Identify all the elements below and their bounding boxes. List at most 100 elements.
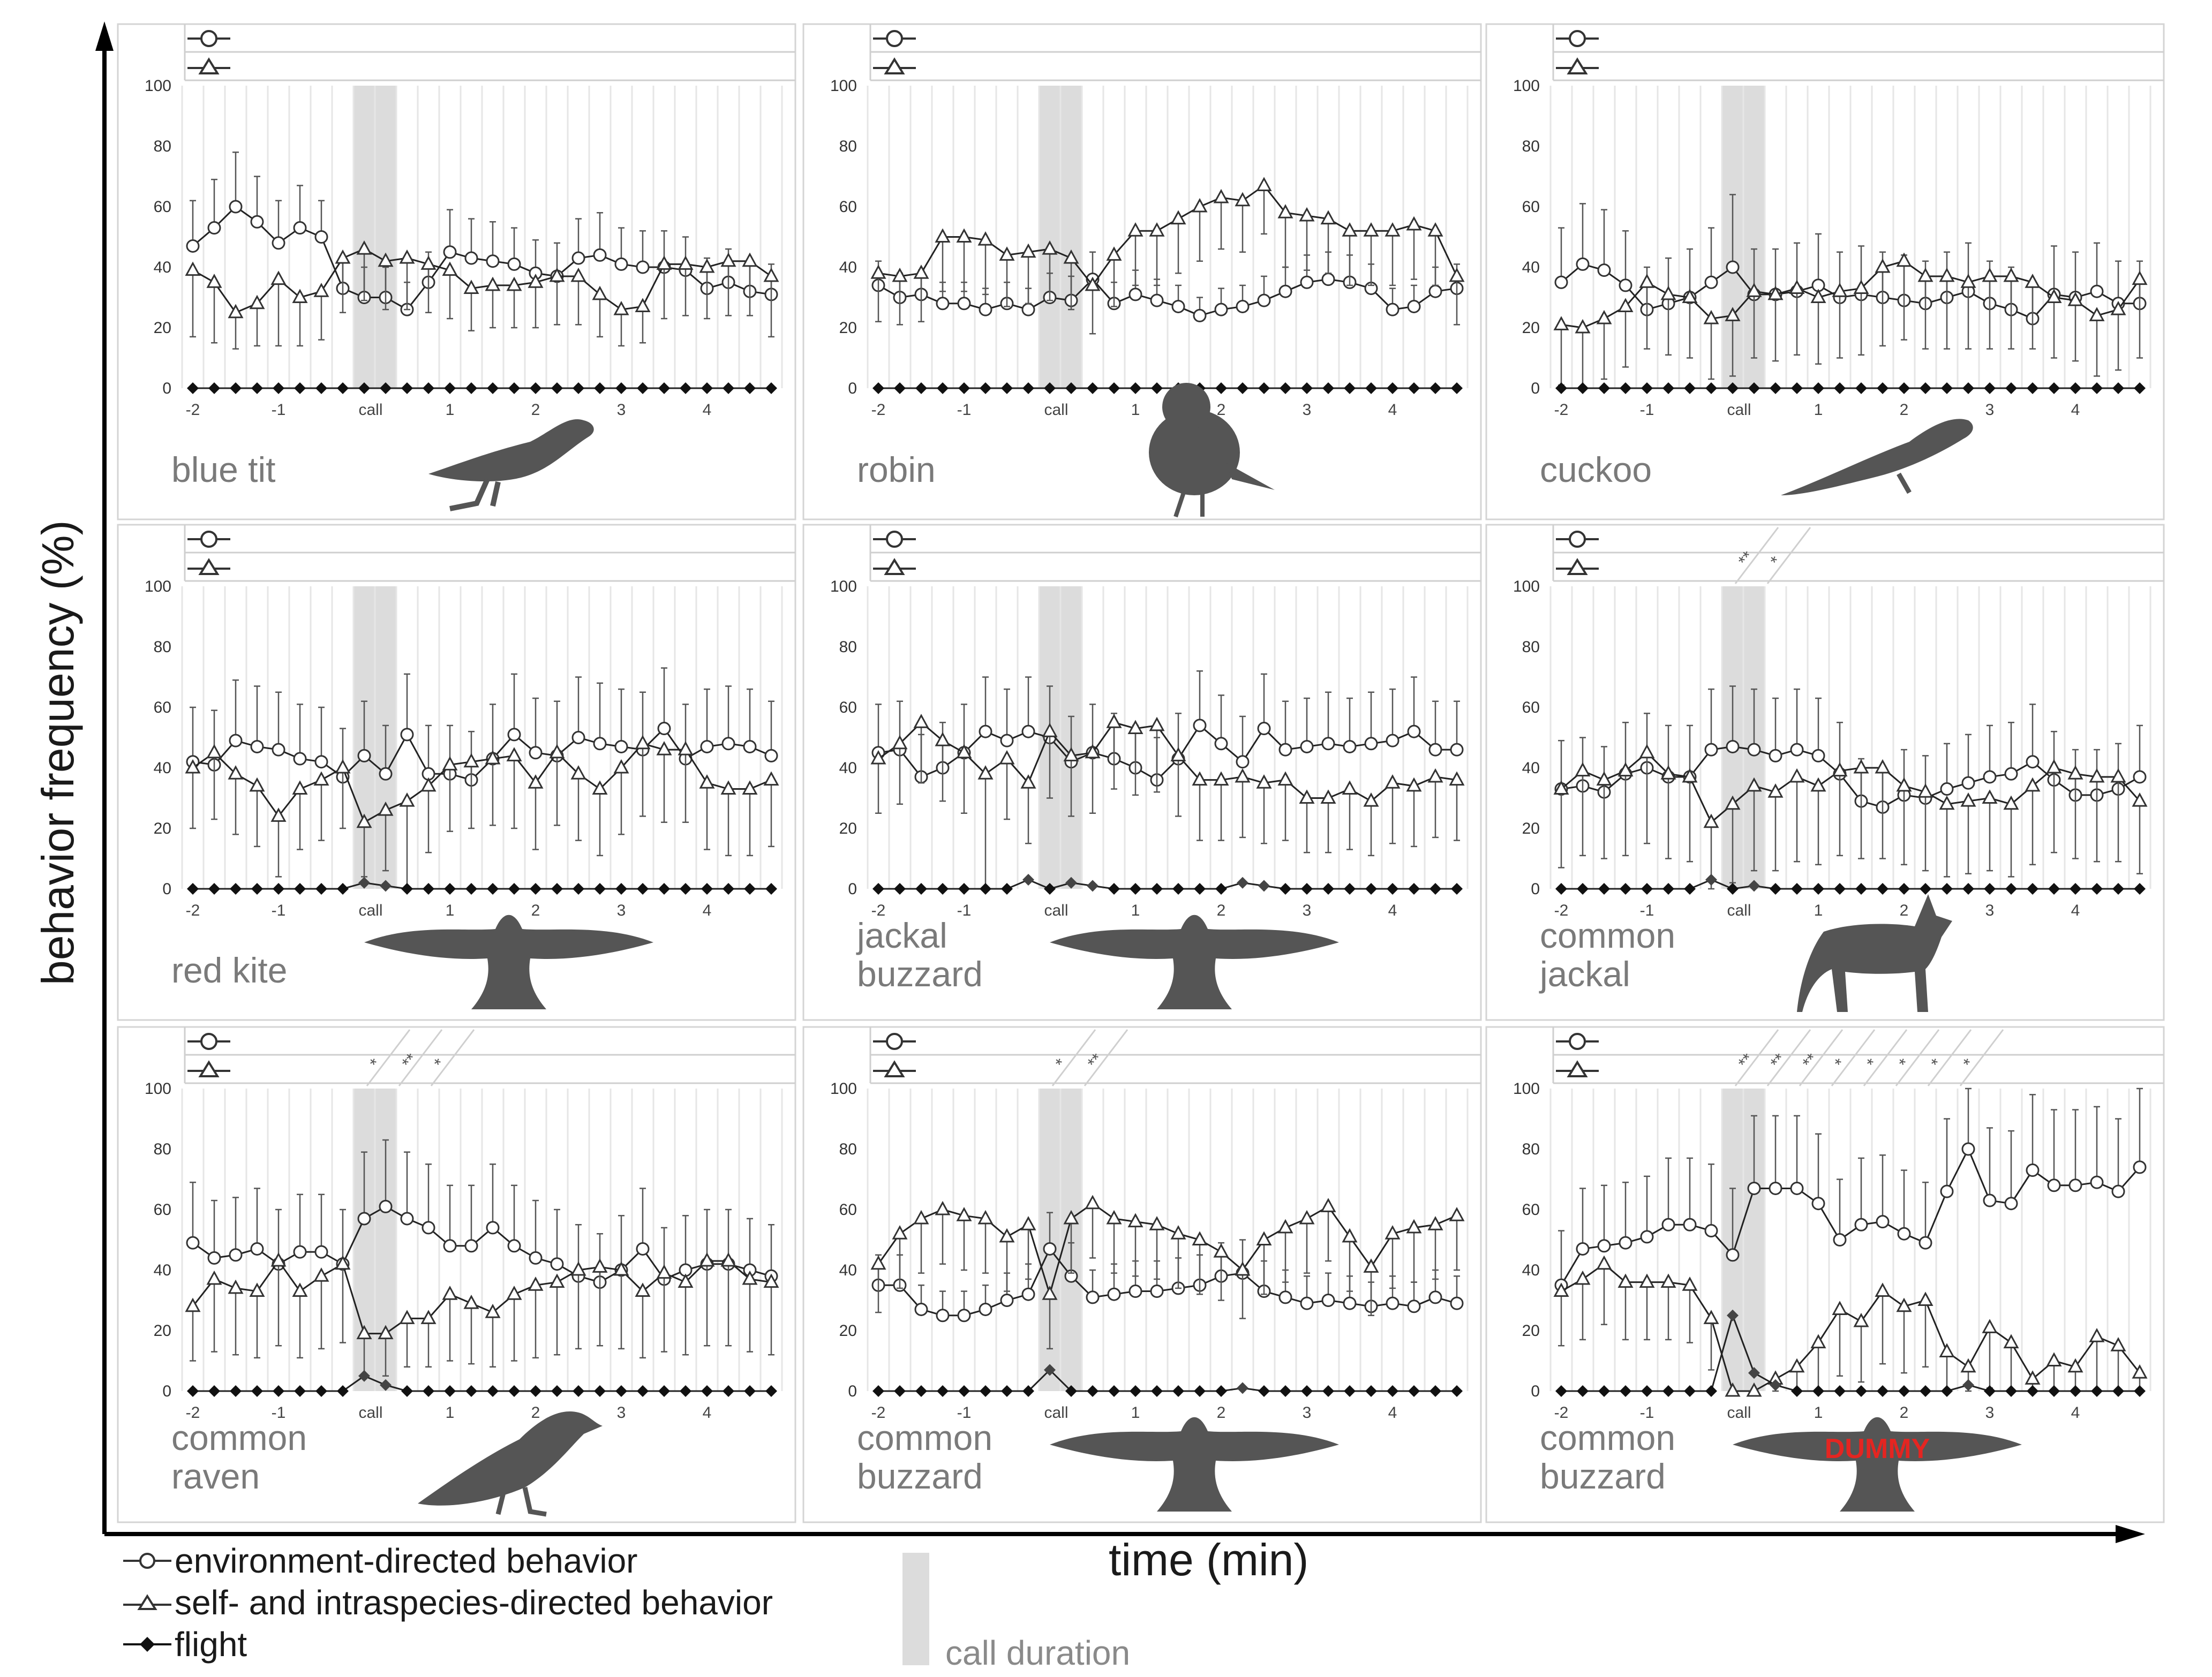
data-point-flight xyxy=(1727,883,1739,895)
series-line xyxy=(1561,879,2140,890)
data-point-environment xyxy=(1150,293,1164,307)
y-tick-label: 20 xyxy=(839,319,857,337)
data-point-environment xyxy=(2090,284,2104,298)
data-point-self xyxy=(1235,192,1251,207)
x-tick-label: -1 xyxy=(1640,401,1654,419)
data-point-self xyxy=(1896,1297,1912,1312)
data-point-environment xyxy=(186,239,200,253)
data-point-flight xyxy=(980,1385,991,1397)
series-line xyxy=(1561,263,2140,320)
data-point-self xyxy=(1020,243,1036,258)
data-point-self xyxy=(528,774,544,789)
data-point-flight xyxy=(530,1385,541,1397)
data-point-environment xyxy=(1193,308,1207,322)
data-point-flight xyxy=(1577,1385,1589,1397)
x-tick-label: call xyxy=(1044,1404,1068,1422)
data-point-self xyxy=(1320,210,1336,225)
data-point-self xyxy=(592,1258,608,1273)
data-point-environment xyxy=(1704,1224,1718,1238)
data-point-flight xyxy=(337,382,349,394)
data-point-flight xyxy=(1130,382,1141,394)
silhouette-body xyxy=(1733,1417,2022,1512)
data-point-self xyxy=(1085,276,1101,291)
data-point-self xyxy=(2132,1364,2148,1379)
silhouette-legs xyxy=(495,1487,547,1517)
data-point-flight xyxy=(872,1385,884,1397)
data-point-flight xyxy=(1962,382,1974,394)
data-point-self xyxy=(442,261,458,276)
x-tick-label: -2 xyxy=(871,401,886,419)
data-point-self xyxy=(1982,267,1998,282)
x-tick-label: 4 xyxy=(2071,1404,2080,1422)
data-point-self xyxy=(1960,1358,1976,1373)
data-point-flight xyxy=(1577,883,1589,895)
data-point-self xyxy=(1725,795,1741,810)
data-point-flight xyxy=(1108,382,1120,394)
data-point-flight xyxy=(187,883,199,895)
data-point-flight xyxy=(658,1385,670,1397)
data-point-environment xyxy=(314,755,328,769)
data-point-environment xyxy=(1107,1287,1121,1301)
silhouette-perched-bird-icon xyxy=(428,419,594,511)
significance-bracket xyxy=(1051,1029,1096,1086)
data-point-environment xyxy=(979,1302,992,1316)
data-point-flight xyxy=(1684,883,1696,895)
data-point-environment xyxy=(507,1239,521,1253)
data-point-self xyxy=(956,744,972,759)
panel-frame xyxy=(1485,23,2165,520)
y-tick-label: 100 xyxy=(145,578,171,595)
data-point-flight xyxy=(680,1385,691,1397)
data-point-flight xyxy=(487,883,499,895)
data-point-flight xyxy=(765,382,777,394)
data-point-flight xyxy=(2005,382,2017,394)
x-tick-label: 4 xyxy=(703,1404,712,1422)
data-point-flight xyxy=(1920,883,1931,895)
silhouette-body xyxy=(1050,1417,1339,1512)
data-point-self xyxy=(1363,222,1379,237)
data-point-environment xyxy=(379,1199,393,1213)
series-line xyxy=(877,1202,1457,1297)
series-line xyxy=(192,1259,772,1335)
y-tick-label: 20 xyxy=(1522,319,1540,337)
data-point-flight xyxy=(573,883,584,895)
data-point-self xyxy=(1127,1213,1143,1228)
x-tick-label: 3 xyxy=(617,401,626,419)
data-point-flight xyxy=(1898,883,1910,895)
data-point-environment xyxy=(936,297,950,311)
data-point-self xyxy=(1660,285,1676,300)
data-point-flight xyxy=(1001,382,1013,394)
data-point-self xyxy=(1896,252,1912,267)
data-point-flight xyxy=(1770,883,1781,895)
silhouette-body xyxy=(418,1411,603,1506)
data-point-flight xyxy=(1705,1385,1717,1397)
data-point-flight xyxy=(1834,382,1846,394)
data-point-flight xyxy=(1898,382,1910,394)
data-point-flight xyxy=(1555,1385,1567,1397)
data-point-environment xyxy=(2047,1179,2061,1192)
x-tick-label: 3 xyxy=(1985,1404,1995,1422)
silhouette-body xyxy=(1050,915,1339,1009)
circle-marker-icon xyxy=(886,531,903,548)
data-point-self xyxy=(935,228,951,243)
data-point-flight xyxy=(487,1385,499,1397)
data-point-flight xyxy=(1577,382,1589,394)
data-point-flight xyxy=(1258,382,1270,394)
data-point-flight xyxy=(315,883,327,895)
dummy-label: DUMMY xyxy=(1825,1433,1930,1464)
data-point-environment xyxy=(400,728,414,742)
data-point-flight xyxy=(1898,1385,1910,1397)
data-point-self xyxy=(1917,267,1933,282)
y-axis-arrowhead xyxy=(95,21,114,51)
data-point-self xyxy=(228,304,244,319)
data-point-flight xyxy=(508,1385,520,1397)
data-point-environment xyxy=(1918,1236,1932,1250)
y-tick-label: 100 xyxy=(830,77,857,95)
data-point-self xyxy=(1746,777,1762,792)
silhouette-body xyxy=(1149,410,1240,495)
series-line xyxy=(192,206,772,311)
data-point-flight xyxy=(1130,883,1141,895)
data-point-self xyxy=(2110,768,2126,783)
data-point-self xyxy=(1810,289,1826,303)
data-point-flight xyxy=(1258,1385,1270,1397)
